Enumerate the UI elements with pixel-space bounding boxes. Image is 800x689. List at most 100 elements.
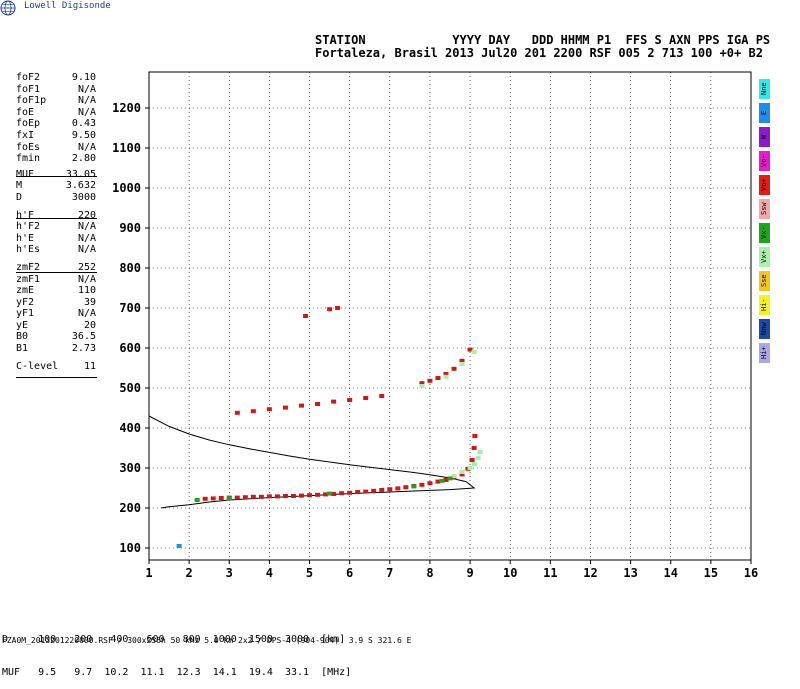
param-row: zmF1 N/A	[16, 274, 96, 286]
echo-point	[202, 496, 208, 501]
param-label: D	[16, 191, 23, 203]
echo-point	[363, 396, 369, 400]
param-value: 3.632	[65, 180, 96, 192]
param-row: h'F2 N/A	[16, 221, 96, 233]
param-row: zmE 110	[16, 285, 96, 297]
echo-point	[411, 484, 417, 489]
y-tick-label: 400	[119, 421, 141, 435]
y-tick-label: 700	[119, 301, 141, 315]
echo-point	[467, 466, 473, 470]
param-label: foF1p	[16, 95, 47, 107]
param-value: N/A	[77, 244, 96, 256]
param-label: h'Es	[16, 244, 41, 256]
param-label: foF1	[16, 83, 41, 95]
y-tick-label: 1100	[112, 141, 141, 155]
distance-row: D 100 200 400 600 800 1000 1500 3000 [km…	[2, 634, 346, 645]
echo-point	[472, 434, 478, 438]
muf-row: MUF 9.5 9.7 10.2 11.1 12.3 14.1 19.4 33.…	[2, 667, 352, 678]
echo-point	[282, 494, 288, 498]
echo-point	[427, 378, 433, 383]
echo-point	[459, 472, 465, 477]
x-tick-label: 2	[186, 566, 193, 580]
param-label: yF2	[16, 296, 35, 308]
param-row: foF1 N/A	[16, 84, 96, 96]
param-value: 11	[83, 360, 96, 372]
x-tick-label: 15	[704, 566, 718, 580]
param-label: foF2	[16, 72, 41, 83]
param-label: h'F2	[16, 221, 41, 233]
param-row: D 3000	[16, 192, 96, 204]
echo-point	[327, 307, 333, 312]
param-value: 252	[77, 261, 96, 273]
echo-point	[282, 405, 288, 410]
echo-point	[443, 372, 449, 376]
echo-point	[475, 456, 481, 460]
param-label: zmF2	[16, 261, 41, 273]
param-label: M	[16, 180, 23, 192]
y-tick-label: 200	[119, 501, 141, 515]
parameter-panel: foF2 9.10 foF1 N/A foF1p N/A foE N/A foEp 0.43 fxI…	[16, 72, 96, 372]
param-value: 110	[77, 285, 96, 297]
echo-point	[459, 470, 465, 474]
param-row: h'F 220	[16, 210, 96, 222]
param-value: N/A	[77, 106, 96, 118]
param-row: fxI 9.50	[16, 130, 96, 142]
x-tick-label: 10	[503, 566, 517, 580]
legend-item: Vx+	[759, 247, 770, 267]
y-tick-label: 1200	[112, 101, 141, 115]
param-label: MUF	[16, 168, 35, 180]
param-label: h'E	[16, 232, 35, 244]
param-row: foEp 0.43	[16, 118, 96, 130]
y-tick-label: 600	[119, 341, 141, 355]
param-value: 39	[83, 296, 96, 308]
echo-point	[307, 493, 313, 498]
param-separator	[16, 272, 97, 273]
echo-point	[242, 495, 248, 500]
param-row: B0 36.5	[16, 331, 96, 343]
x-tick-label: 7	[386, 566, 393, 580]
param-value: 220	[77, 209, 96, 221]
echo-point	[355, 490, 361, 494]
echo-point	[371, 488, 377, 493]
echo-point	[379, 488, 385, 492]
echo-point	[176, 544, 182, 548]
param-row: C-level 11	[16, 361, 96, 373]
echo-point	[266, 407, 272, 412]
echo-point	[210, 496, 216, 501]
echo-point	[427, 481, 433, 486]
param-row: yF2 39	[16, 297, 96, 309]
echo-point	[363, 489, 369, 494]
param-row: MUF 33.05	[16, 169, 96, 181]
echo-point	[469, 458, 475, 462]
legend-item: Vo+	[759, 175, 770, 195]
legend-item: Nnw	[759, 319, 770, 339]
echo-point	[347, 490, 353, 495]
param-row: fmin 2.80	[16, 153, 96, 165]
param-label: zmE	[16, 285, 35, 297]
brand-name: Lowell Digisonde	[24, 1, 111, 11]
param-separator	[16, 377, 97, 378]
echo-point	[347, 398, 353, 402]
param-label: C-level	[16, 360, 59, 372]
echo-point	[447, 476, 453, 481]
param-separator	[16, 218, 97, 219]
legend-item: E	[759, 103, 770, 123]
echo-point	[250, 494, 256, 499]
x-tick-label: 5	[306, 566, 313, 580]
echo-point	[258, 494, 264, 499]
echo-point	[274, 494, 280, 499]
param-row: h'E N/A	[16, 233, 96, 245]
legend-item: Sse	[759, 271, 770, 291]
echo-point	[471, 462, 477, 466]
legend-item: Nne	[759, 79, 770, 99]
echo-point	[379, 394, 385, 398]
header-values: Fortaleza, Brasil 2013 Jul20 201 2200 RS…	[315, 46, 763, 60]
legend-item: Ssw	[759, 199, 770, 219]
x-tick-label: 6	[346, 566, 353, 580]
legend-item: Hi+	[759, 343, 770, 363]
echo-point	[387, 487, 393, 492]
echo-point	[194, 498, 200, 502]
echo-point	[419, 384, 425, 388]
echo-point	[339, 491, 345, 496]
echo-point	[335, 306, 341, 310]
